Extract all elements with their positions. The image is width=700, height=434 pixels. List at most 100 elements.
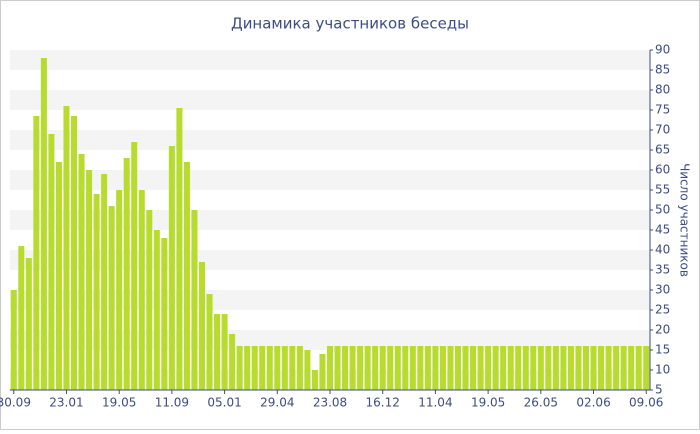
x-tick-label: 11.04 (418, 396, 452, 410)
bar (522, 346, 529, 390)
bar (326, 346, 334, 390)
bar (454, 346, 462, 390)
y-tick-label: 70 (655, 123, 670, 137)
bar (259, 346, 266, 390)
y-tick-label: 40 (655, 243, 670, 257)
bar (138, 190, 145, 390)
bar (244, 346, 251, 390)
grid-band (10, 130, 650, 150)
bar (161, 238, 168, 390)
y-tick-label: 55 (655, 183, 670, 197)
y-tick-label: 15 (655, 343, 670, 357)
bar (176, 108, 183, 390)
bar (515, 346, 522, 390)
bar (432, 346, 439, 390)
bar (304, 350, 311, 390)
bar (530, 346, 537, 390)
bar (439, 346, 446, 390)
x-tick-label: 02.06 (576, 396, 610, 410)
y-tick-label: 35 (655, 263, 670, 277)
bar (55, 162, 62, 390)
bar (507, 346, 514, 390)
bar (191, 210, 198, 390)
bar (289, 346, 296, 390)
bar (424, 346, 431, 390)
bar (387, 346, 394, 390)
bar (379, 346, 386, 390)
bar (236, 346, 243, 390)
bar (101, 174, 108, 390)
bar (70, 116, 78, 390)
y-tick-label: 20 (655, 323, 670, 337)
bar (108, 206, 115, 390)
bar (620, 346, 627, 390)
bar (93, 194, 100, 390)
x-tick-label: 19.05 (471, 396, 505, 410)
bar (582, 346, 590, 390)
bar (153, 230, 160, 390)
y-axis-label: Число участников (678, 163, 692, 277)
bar (590, 346, 597, 390)
y-tick-label: 65 (655, 143, 670, 157)
bar (613, 346, 620, 390)
bar (470, 346, 477, 390)
bar (372, 346, 379, 390)
bar (635, 346, 642, 390)
bar (605, 346, 612, 390)
bar (296, 346, 303, 390)
x-tick-label: 19.05 (102, 396, 136, 410)
bar (349, 346, 356, 390)
bar (334, 346, 341, 390)
y-tick-label: 60 (655, 163, 670, 177)
bar (319, 354, 326, 390)
x-tick-label: 23.08 (313, 396, 347, 410)
y-tick-label: 10 (655, 363, 670, 377)
bar (25, 258, 32, 390)
bar (33, 116, 40, 390)
y-tick-label: 45 (655, 223, 670, 237)
x-tick-label: 30.09 (0, 396, 31, 410)
x-tick-label: 23.01 (49, 396, 83, 410)
bar (206, 294, 213, 390)
bar (409, 346, 416, 390)
bar (214, 314, 221, 390)
bar (402, 346, 409, 390)
bar (342, 346, 349, 390)
bar (311, 370, 318, 390)
x-tick-label: 29.04 (260, 396, 294, 410)
bar (492, 346, 499, 390)
y-tick-label: 90 (655, 43, 670, 57)
y-tick-label: 80 (655, 83, 670, 97)
bar (123, 158, 130, 390)
bar (462, 346, 469, 390)
bar (364, 346, 371, 390)
x-tick-label: 26.05 (524, 396, 558, 410)
bar (598, 346, 605, 390)
bar (477, 346, 484, 390)
bar (394, 346, 401, 390)
bar (274, 346, 281, 390)
y-tick-label: 30 (655, 283, 670, 297)
bar (18, 246, 25, 390)
chart-title: Динамика участников беседы (231, 15, 469, 33)
bar (131, 142, 138, 390)
bar (221, 314, 228, 390)
bar (485, 346, 492, 390)
y-tick-label: 85 (655, 63, 670, 77)
x-tick-label: 09.06 (629, 396, 663, 410)
bar (168, 146, 175, 390)
bar (500, 346, 507, 390)
bar (40, 58, 47, 390)
bar (86, 170, 93, 390)
bar (116, 190, 123, 390)
grid-band (10, 50, 650, 70)
y-tick-label: 25 (655, 303, 670, 317)
x-tick-label: 05.01 (207, 396, 241, 410)
y-tick-label: 50 (655, 203, 670, 217)
bar (447, 346, 454, 390)
bar (198, 262, 206, 390)
bar (417, 346, 424, 390)
bar (357, 346, 364, 390)
bar (560, 346, 567, 390)
